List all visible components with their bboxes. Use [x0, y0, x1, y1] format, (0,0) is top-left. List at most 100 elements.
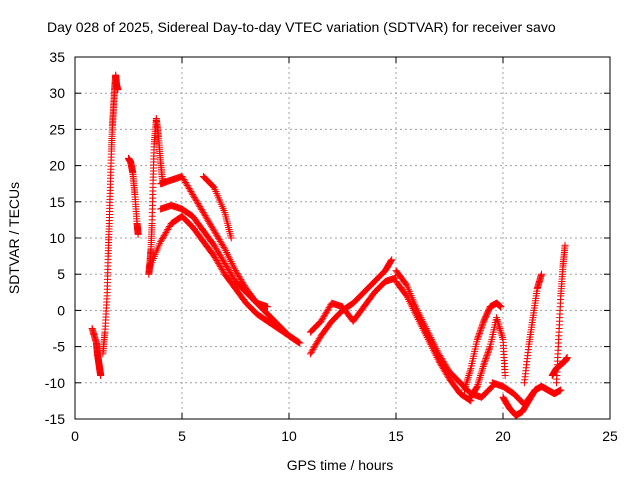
- series-dip-21h: [499, 382, 565, 419]
- data-point: [220, 258, 228, 266]
- data-point: [501, 372, 509, 380]
- data-point: [464, 373, 472, 381]
- data-point: [429, 346, 437, 354]
- data-point: [432, 352, 440, 360]
- data-point: [204, 216, 212, 224]
- data-point: [211, 228, 219, 236]
- data-point: [235, 273, 243, 281]
- series-tail-23h: [548, 353, 571, 380]
- data-point: [474, 334, 482, 342]
- data-point: [314, 336, 322, 344]
- data-point: [202, 213, 210, 221]
- y-tick-label: 15: [49, 194, 65, 210]
- data-point: [203, 215, 211, 223]
- data-point: [218, 240, 226, 248]
- data-point: [306, 350, 314, 358]
- data-point: [478, 368, 486, 376]
- data-point: [410, 306, 418, 314]
- y-tick-label: 30: [49, 85, 65, 101]
- data-point: [295, 338, 303, 346]
- x-tick-labels: 0 5 10 15 20 25: [71, 428, 618, 444]
- data-point: [229, 261, 237, 269]
- data-point: [182, 178, 190, 186]
- data-point: [212, 230, 220, 238]
- grid-lines: [75, 57, 610, 419]
- data-point: [230, 263, 238, 271]
- data-point: [441, 368, 449, 376]
- data-point: [402, 280, 410, 288]
- data-point: [419, 325, 427, 332]
- data-point: [466, 366, 474, 374]
- data-point: [311, 342, 319, 350]
- data-point: [497, 328, 505, 336]
- data-point: [214, 258, 222, 266]
- data-point: [496, 325, 504, 332]
- data-point: [325, 304, 333, 312]
- data-point: [157, 238, 165, 246]
- series-isolated-early: [88, 325, 105, 380]
- y-tick-label: 35: [49, 49, 65, 65]
- data-point: [200, 210, 208, 218]
- data-point: [199, 209, 207, 217]
- data-point: [211, 243, 219, 251]
- data-point: [414, 315, 422, 323]
- y-tick-label: 20: [49, 158, 65, 174]
- data-point: [210, 227, 218, 235]
- data-point: [219, 256, 227, 264]
- data-point: [227, 234, 235, 242]
- series-spike-3.5h: [145, 115, 167, 278]
- series-noon-rise-2: [306, 274, 400, 336]
- x-tick-label: 15: [388, 428, 404, 444]
- data-point: [208, 224, 216, 232]
- data-point: [217, 239, 225, 247]
- data-point: [188, 189, 196, 197]
- y-tick-label: -15: [45, 411, 65, 427]
- data-point: [97, 372, 105, 380]
- series-noon-rise: [306, 256, 396, 358]
- data-point: [483, 350, 491, 358]
- data-point: [217, 264, 225, 272]
- data-point: [435, 357, 443, 365]
- data-point: [186, 186, 194, 194]
- data-point: [478, 366, 486, 374]
- data-point: [478, 322, 486, 330]
- y-tick-label: 10: [49, 230, 65, 246]
- data-point: [215, 249, 223, 257]
- x-tick-label: 25: [602, 428, 618, 444]
- data-point: [227, 270, 235, 278]
- data-point: [418, 323, 426, 331]
- data-point: [215, 236, 223, 244]
- data-point: [438, 363, 446, 371]
- data-point: [421, 330, 429, 338]
- data-point: [481, 356, 489, 364]
- y-tick-label: 5: [57, 266, 65, 282]
- data-point: [201, 212, 209, 220]
- data-point: [466, 396, 474, 404]
- data-point: [218, 266, 226, 274]
- series-track-A: [157, 172, 304, 347]
- data-point: [206, 219, 214, 227]
- data-point: [561, 241, 569, 249]
- data-point: [225, 267, 233, 275]
- data-point: [428, 343, 436, 351]
- data-point: [207, 221, 215, 229]
- data-point: [474, 381, 482, 389]
- data-point: [191, 195, 199, 203]
- data-point: [485, 346, 493, 354]
- data-point: [162, 229, 170, 237]
- data-point: [192, 197, 200, 205]
- series-spike-2h: [99, 71, 122, 358]
- data-point: [481, 358, 489, 366]
- data-point: [464, 375, 472, 383]
- data-point: [498, 332, 506, 340]
- data-point: [475, 377, 483, 385]
- data-point: [444, 372, 452, 380]
- y-tick-labels: -15 -10 -5 0 5 10 15 20 25 30 35: [45, 49, 65, 427]
- x-tick-label: 20: [495, 428, 511, 444]
- data-point: [216, 263, 224, 271]
- data-point: [232, 267, 239, 275]
- data-point: [199, 207, 207, 215]
- data-point: [495, 323, 503, 331]
- data-point: [405, 297, 413, 305]
